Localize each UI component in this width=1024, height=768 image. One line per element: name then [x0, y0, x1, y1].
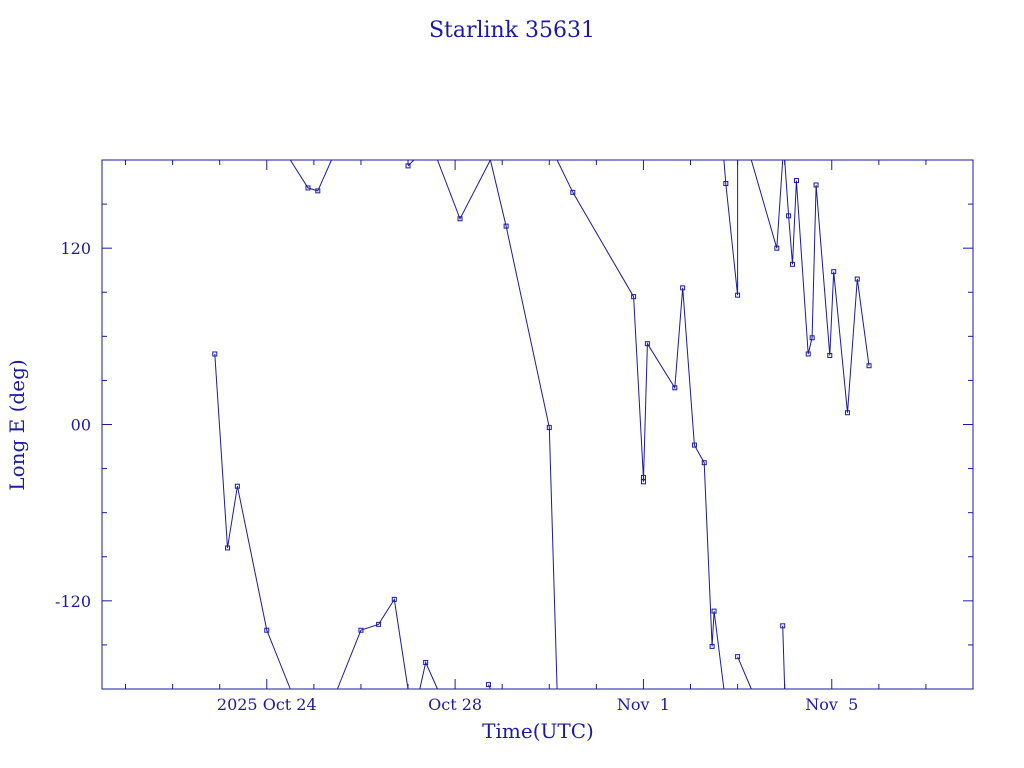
y-axis-label: Long E (deg): [5, 359, 29, 490]
data-point: [805, 351, 811, 357]
x-axis-label: Time(UTC): [482, 719, 594, 743]
data-point: [405, 163, 411, 169]
axis-ticks: [102, 160, 974, 689]
series-line: [407, 159, 415, 167]
data-point: [854, 276, 860, 282]
series-line: [336, 597, 409, 690]
x-tick-label: Nov 1: [617, 695, 670, 714]
series-line: [737, 656, 752, 690]
x-tick-label: Oct 28: [428, 695, 482, 714]
data-point: [680, 285, 686, 291]
data-point: [723, 181, 729, 187]
series-line: [750, 159, 784, 249]
data-point: [315, 188, 321, 194]
series-line: [784, 159, 870, 413]
data-point: [735, 654, 741, 660]
data-point: [503, 223, 509, 229]
data-point: [827, 352, 833, 358]
data-point: [809, 335, 815, 341]
data-point: [711, 608, 717, 614]
data-point: [457, 216, 463, 222]
series-line: [489, 159, 558, 690]
data-point: [780, 623, 786, 629]
data-point: [709, 643, 715, 649]
series-line: [782, 625, 786, 690]
data-point: [485, 682, 491, 688]
series-markers: [212, 163, 872, 688]
data-point: [774, 245, 780, 251]
y-tick-label: 00: [71, 416, 91, 435]
data-point: [786, 213, 792, 219]
series-line: [419, 660, 438, 690]
data-point: [813, 182, 819, 188]
data-point: [212, 351, 218, 357]
data-point: [790, 261, 796, 267]
data-point: [546, 424, 552, 430]
data-point: [844, 410, 850, 416]
data-point: [831, 269, 837, 275]
data-point: [631, 294, 637, 300]
data-point: [644, 341, 650, 347]
series-line: [437, 159, 491, 221]
x-tick-label: 2025 Oct 24: [217, 695, 317, 714]
data-point: [793, 178, 799, 184]
x-tick-labels: 2025 Oct 24 Oct 28 Nov 1 Nov 5: [217, 695, 858, 714]
data-point: [358, 627, 364, 633]
series-line: [723, 159, 739, 296]
data-point: [391, 596, 397, 602]
x-tick-label: Nov 5: [805, 695, 858, 714]
data-point: [672, 385, 678, 391]
series-line: [556, 159, 725, 690]
data-point: [376, 621, 382, 627]
chart-title: Starlink 35631: [429, 18, 595, 43]
data-point: [225, 545, 231, 551]
series-line: [289, 159, 332, 192]
data-point: [234, 483, 240, 489]
data-point: [701, 460, 707, 466]
data-point: [570, 189, 576, 195]
series-line: [214, 353, 291, 690]
data-point: [691, 442, 697, 448]
data-point: [866, 363, 872, 369]
y-tick-label: -120: [55, 592, 91, 611]
data-point: [640, 479, 646, 485]
plot-frame: [101, 159, 974, 690]
y-tick-labels: 120 00 -120: [55, 239, 91, 611]
data-point: [264, 627, 270, 633]
data-point: [423, 660, 429, 666]
data-point: [305, 185, 311, 191]
series-lines: [214, 159, 870, 690]
y-tick-label: 120: [60, 239, 91, 258]
data-point: [735, 292, 741, 298]
